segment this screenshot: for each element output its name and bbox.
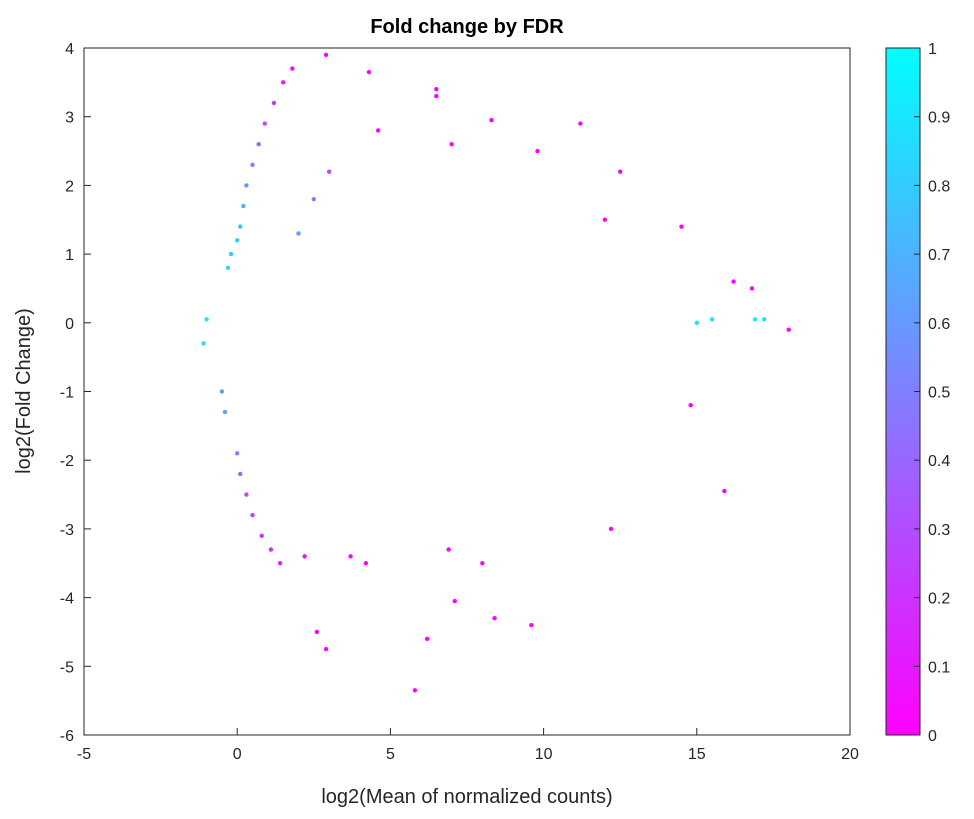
scatter-point — [314, 629, 320, 635]
scatter-point — [225, 265, 231, 271]
y-tick-label: -3 — [60, 522, 74, 539]
scatter-point — [238, 471, 243, 477]
scatter-point — [244, 183, 249, 188]
scatter-point — [259, 533, 264, 538]
scatter-point — [296, 231, 301, 236]
colorbar-tick-label: 0.4 — [928, 453, 950, 470]
scatter-point — [679, 224, 684, 229]
scatter-point — [688, 403, 693, 408]
colorbar-tick-label: 0 — [928, 728, 937, 745]
y-tick-label: -6 — [60, 728, 74, 745]
colorbar-tick-label: 0.2 — [928, 591, 950, 608]
scatter-point — [204, 317, 209, 322]
scatter-point — [290, 66, 295, 71]
colorbar-tick-label: 1 — [928, 41, 937, 58]
chart-title: Fold change by FDR — [370, 16, 564, 38]
x-tick-label: 20 — [841, 746, 859, 763]
scatter-point — [277, 561, 283, 566]
scatter-point — [235, 238, 240, 243]
x-tick-label: 15 — [688, 746, 706, 763]
scatter-point — [752, 317, 758, 322]
scatter-point — [452, 598, 457, 604]
y-tick-label: 0 — [65, 316, 74, 333]
scatter-point — [250, 162, 255, 167]
scatter-point — [489, 117, 494, 123]
y-tick-label: -1 — [60, 385, 74, 402]
y-tick-label: -4 — [60, 591, 74, 608]
y-tick-label: 2 — [65, 178, 74, 195]
scatter-point — [238, 224, 243, 229]
scatter-point — [786, 327, 791, 332]
scatter-point — [618, 169, 623, 174]
colorbar-tick-label: 0.1 — [928, 659, 950, 676]
y-tick-label: -5 — [60, 659, 74, 676]
scatter-point — [762, 317, 767, 322]
x-tick-label: -5 — [77, 746, 91, 763]
scatter-point — [228, 251, 234, 257]
scatter-point — [366, 69, 372, 75]
scatter-point — [302, 554, 307, 559]
scatter-point — [731, 279, 736, 284]
scatter-point — [480, 561, 485, 566]
colorbar-tick-label: 0.9 — [928, 110, 950, 127]
scatter-point — [222, 409, 228, 415]
colorbar-ticks: 0 0.1 0.2 0.3 0.4 0.5 0.6 0.7 0.8 0.9 1 — [914, 41, 950, 745]
scatter-point — [235, 451, 240, 456]
scatter-point — [434, 93, 439, 99]
scatter-point — [578, 121, 583, 126]
scatter-point — [424, 636, 430, 642]
x-axis: -5 0 5 10 15 20 — [77, 728, 859, 763]
colorbar-tick-label: 0.6 — [928, 316, 950, 333]
scatter-point — [363, 561, 369, 566]
scatter-point — [602, 217, 608, 222]
scatter-point — [722, 488, 727, 494]
scatter-point — [219, 389, 225, 394]
colorbar-tick-label: 0.8 — [928, 178, 950, 195]
scatter-point — [492, 616, 497, 621]
scatter-point — [709, 317, 715, 322]
scatter-point — [256, 141, 261, 147]
y-axis: -6 -5 -4 -3 -2 -1 0 1 2 3 4 — [60, 41, 91, 745]
scatter-points — [201, 52, 791, 693]
scatter-point — [268, 547, 274, 552]
scatter-point — [434, 87, 439, 92]
colorbar-tick-label: 0.3 — [928, 522, 950, 539]
scatter-point — [244, 492, 249, 497]
y-tick-label: 4 — [65, 41, 74, 58]
x-tick-label: 10 — [535, 746, 553, 763]
scatter-point — [529, 622, 534, 628]
scatter-point — [323, 646, 329, 652]
scatter-point — [250, 512, 255, 518]
y-tick-label: -2 — [60, 453, 74, 470]
y-tick-label: 3 — [65, 110, 74, 127]
scatter-point — [323, 52, 329, 58]
scatter-point — [535, 148, 540, 154]
scatter-point — [608, 526, 614, 532]
y-axis-title: log2(Fold Change) — [13, 308, 35, 474]
scatter-point — [201, 341, 206, 346]
plot-frame — [83, 47, 851, 736]
scatter-point — [241, 203, 246, 209]
y-tick-label: 1 — [65, 247, 74, 264]
scatter-point — [694, 320, 699, 325]
scatter-point — [749, 286, 755, 291]
colorbar-tick-label: 0.7 — [928, 247, 950, 264]
x-tick-label: 0 — [233, 746, 242, 763]
scatter-point — [348, 554, 353, 559]
scatter-point — [262, 121, 267, 126]
x-axis-title: log2(Mean of normalized counts) — [321, 786, 612, 808]
scatter-point — [449, 141, 454, 147]
scatter-point — [280, 80, 286, 85]
scatter-point — [412, 688, 418, 693]
colorbar-tick-label: 0.5 — [928, 385, 950, 402]
scatter-point — [311, 196, 316, 202]
scatter-point — [326, 169, 332, 174]
x-tick-label: 5 — [386, 746, 395, 763]
scatter-point — [375, 128, 381, 133]
scatter-point — [271, 100, 277, 106]
scatter-point — [446, 547, 451, 552]
